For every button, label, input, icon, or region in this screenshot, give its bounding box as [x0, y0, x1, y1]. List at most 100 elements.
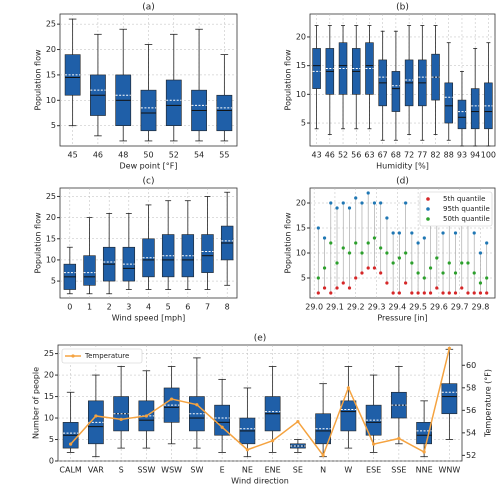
line-marker	[346, 386, 350, 390]
scatter-point	[447, 291, 451, 295]
x-tick-label: 45	[68, 151, 78, 160]
scatter-point	[341, 246, 345, 250]
x-tick-label: 29.8	[472, 303, 490, 312]
scatter-point	[485, 276, 489, 280]
x-tick-label: 50	[143, 151, 153, 160]
scatter-point	[391, 231, 395, 235]
x-tick-label: 77	[417, 151, 427, 160]
y-tick-label: 5	[49, 435, 54, 444]
scatter-point	[410, 261, 414, 265]
x-tick-label: 56	[351, 151, 361, 160]
legend-marker	[426, 217, 430, 221]
scatter-point	[360, 251, 364, 255]
scatter-point	[485, 291, 489, 295]
y-tick-label: 25	[46, 20, 56, 29]
legend-label: Temperature	[84, 352, 129, 360]
y-tick-label: 20	[296, 32, 306, 41]
line-marker	[271, 439, 275, 443]
scatter-point	[447, 261, 451, 265]
x-axis-label: Pressure [in]	[377, 314, 427, 323]
x-tick-label: 29.2	[347, 303, 365, 312]
legend-marker	[71, 354, 75, 358]
x-tick-label: 67	[378, 151, 388, 160]
line-marker	[321, 453, 325, 457]
scatter-point	[341, 201, 345, 205]
x-tick-label: 72	[404, 151, 414, 160]
box	[457, 99, 467, 130]
x-tick-label: 6	[185, 303, 190, 312]
line-marker	[94, 414, 98, 418]
scatter-point	[466, 261, 470, 265]
y-tick-label: 5	[51, 277, 56, 286]
x-tick-label: 48	[118, 151, 128, 160]
legend-marker	[426, 207, 430, 211]
x-tick-label: NE	[242, 466, 253, 475]
x-tick-label: 46	[93, 151, 103, 160]
scatter-point	[422, 236, 426, 240]
scatter-point	[335, 206, 339, 210]
x-tick-label: 82	[430, 151, 440, 160]
line-marker	[220, 425, 224, 429]
scatter-point	[385, 281, 389, 285]
y-tick-label: 25	[44, 349, 54, 358]
scatter-point	[404, 281, 408, 285]
scatter-point	[322, 286, 327, 290]
x-tick-label: 4	[146, 303, 151, 312]
scatter-point	[472, 271, 476, 275]
scatter-point	[397, 291, 401, 295]
x-tick-label: 46	[325, 151, 335, 160]
x-tick-label: 8	[225, 303, 230, 312]
scatter-point	[322, 266, 327, 270]
x-tick-label: 94	[470, 151, 480, 160]
x-tick-label: 54	[194, 151, 204, 160]
scatter-point	[335, 286, 339, 290]
x-axis-label: Humidity [%]	[376, 162, 429, 171]
scatter-point	[416, 291, 420, 295]
scatter-point	[435, 256, 439, 260]
x-tick-label: 7	[205, 303, 210, 312]
line-marker	[144, 414, 148, 418]
scatter-point	[441, 291, 445, 295]
box	[444, 82, 454, 124]
scatter-point	[435, 286, 439, 290]
scatter-point	[354, 276, 358, 280]
scatter-point	[385, 216, 389, 220]
scatter-point	[316, 276, 320, 280]
scatter-point	[441, 271, 445, 275]
y-tick-label: 0	[49, 457, 54, 466]
box	[391, 71, 401, 112]
y-tick-label: 20	[46, 213, 56, 222]
scatter-point	[329, 241, 333, 245]
scatter-point	[329, 201, 333, 205]
chart-title: (a)	[142, 3, 155, 13]
y2-tick-label: 58	[466, 383, 476, 392]
y-tick-label: 5	[51, 121, 56, 130]
x-tick-label: SW	[190, 466, 203, 475]
x-axis-label: Wind direction	[231, 477, 289, 486]
scatter-point	[379, 271, 383, 275]
box	[140, 89, 157, 132]
x-axis-label: Wind speed [mph]	[112, 314, 186, 323]
chart-title: (b)	[396, 3, 409, 13]
y2-tick-label: 56	[466, 406, 476, 415]
scatter-point	[341, 281, 345, 285]
scatter-point	[460, 286, 464, 290]
line-marker	[170, 397, 174, 401]
x-tick-label: 3	[126, 303, 131, 312]
y-axis-label: Population flow	[284, 212, 293, 274]
scatter-point	[329, 291, 333, 295]
x-tick-label: 63	[364, 151, 374, 160]
x-tick-label: ENE	[265, 466, 281, 475]
y2-tick-label: 60	[466, 361, 476, 370]
scatter-point	[416, 241, 420, 245]
x-tick-label: 100	[481, 151, 496, 160]
x-tick-label: 68	[391, 151, 401, 160]
x-tick-label: 93	[457, 151, 467, 160]
scatter-point	[422, 276, 426, 280]
plot-frame	[309, 13, 496, 147]
scatter-point	[404, 201, 408, 205]
x-tick-label: 29.5	[409, 303, 427, 312]
y-tick-label: 25	[46, 192, 56, 201]
y-tick-label: 10	[46, 255, 56, 264]
chart-title: (d)	[396, 177, 409, 187]
